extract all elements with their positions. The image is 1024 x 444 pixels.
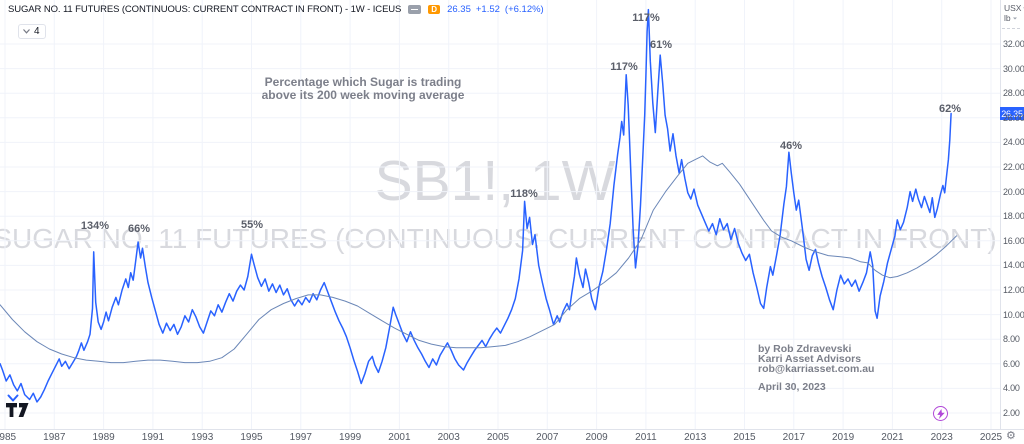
x-axis-label: 1989: [92, 432, 115, 443]
price-chart-svg[interactable]: [0, 0, 1000, 429]
x-axis-label: 2005: [486, 432, 510, 443]
gear-icon[interactable]: ⚙: [1006, 430, 1016, 442]
x-axis-label: 2011: [635, 432, 657, 443]
chart-note-line1: Percentage which Sugar is trading: [264, 75, 462, 89]
delayed-data-badge: D: [428, 5, 441, 14]
chart-note: Percentage which Sugar is trading above …: [262, 76, 465, 102]
annotation-label: 55%: [240, 219, 264, 231]
x-axis-label: 2015: [733, 432, 756, 443]
y-axis-label: 26.00: [1003, 112, 1024, 123]
y-axis-label: 18.00: [1003, 211, 1024, 222]
moving-average-series: [0, 155, 957, 364]
y-axis-label: 12.00: [1003, 285, 1024, 295]
x-axis-label: 2021: [881, 432, 904, 443]
attribution-line: rob@karriasset.com.au: [758, 363, 875, 375]
attribution-lines: by Rob Zdravevski Karri Asset Advisors rob…: [758, 343, 875, 375]
chart-pane[interactable]: SB1!, 1W SUGAR NO. 11 FUTURES (CONTINUOU…: [0, 0, 1000, 429]
y-axis-label: 30.00: [1003, 63, 1024, 74]
x-axis-label: 2009: [585, 432, 608, 443]
last-price: 26.35: [447, 4, 471, 15]
x-axis-label: 1985: [0, 432, 17, 443]
y-axis-label: 22.00: [1003, 162, 1024, 172]
tradingview-logo-icon: [6, 403, 29, 417]
last-price-badge: 26.35: [1000, 107, 1024, 120]
chart-note-line2: above its 200 week moving average: [261, 88, 465, 102]
y-axis-label: 24.00: [1003, 137, 1024, 148]
x-axis-label: 1993: [191, 432, 214, 443]
unit-separator: [1002, 28, 1020, 29]
annotation-label: 61%: [649, 39, 673, 51]
annotation-label: 117%: [610, 61, 638, 73]
flash-publish-button[interactable]: [933, 406, 948, 421]
symbol-title[interactable]: SUGAR NO. 11 FUTURES (CONTINUOUS: CURREN…: [8, 4, 402, 15]
chart-legend: SUGAR NO. 11 FUTURES (CONTINUOUS: CURREN…: [8, 4, 544, 15]
y-axis-label: 32.00: [1003, 39, 1024, 49]
annotation-label: 134%: [80, 220, 110, 232]
price-change: +1.52: [475, 4, 500, 15]
annotation-label: 118%: [510, 188, 538, 200]
x-axis-label: 1991: [141, 432, 165, 443]
attribution-line: by Rob Zdravevski: [758, 343, 852, 355]
y-axis-label: 6.00: [1003, 358, 1020, 369]
y-axis-label: 16.00: [1003, 235, 1024, 246]
y-axis-label: 14.00: [1003, 260, 1024, 271]
x-axis-label: 1995: [240, 432, 263, 443]
x-axis-label: 1997: [289, 432, 312, 443]
lightning-icon: [936, 408, 945, 419]
price-values: 26.35 +1.52 (+6.12%): [447, 4, 544, 15]
x-axis-label: 2025: [979, 432, 1003, 443]
annotation-label: 46%: [779, 140, 803, 152]
y-axis-label: 10.00: [1003, 309, 1024, 320]
x-axis-label: 2017: [782, 432, 805, 443]
x-axis-label: 2023: [930, 432, 953, 443]
symbol-watermark: SB1!, 1W: [374, 149, 616, 213]
time-axis[interactable]: 1985 1987 1989 1991 1993 1995 1997 1999 2001 2003…: [0, 429, 1024, 444]
y-axis-label: 2.00: [1003, 408, 1020, 418]
indicators-collapse-button[interactable]: 4: [18, 24, 46, 39]
chevron-down-icon: [7, 394, 19, 402]
axis-separator-line: [1000, 0, 1001, 444]
x-axis-label: 2003: [437, 432, 460, 443]
x-axis-label: 2019: [831, 432, 855, 443]
x-axis-label: 2013: [684, 432, 707, 443]
y-axis-label: 28.00: [1003, 88, 1024, 99]
y-axis-label: 8.00: [1003, 334, 1020, 345]
price-change-percent: (+6.12%): [504, 4, 544, 15]
attribution-block: by Rob Zdravevski Karri Asset Advisors rob…: [758, 343, 875, 393]
price-unit-measure[interactable]: lb: [1004, 13, 1017, 23]
x-axis-label: 1987: [43, 432, 66, 443]
scroll-chevron-button[interactable]: [7, 390, 19, 408]
annotation-label: 117%: [632, 12, 660, 24]
hide-indicator-icon[interactable]: [408, 5, 422, 14]
price-unit-currency[interactable]: USX: [1004, 3, 1024, 13]
attribution-line: Karri Asset Advisors: [758, 353, 862, 365]
chevron-down-icon: [23, 29, 30, 34]
x-axis-label: 1999: [338, 432, 362, 443]
annotation-label: 66%: [127, 223, 151, 235]
tradingview-logo[interactable]: [5, 403, 30, 423]
y-axis-label: 4.00: [1003, 383, 1020, 394]
indicators-count: 4: [34, 26, 40, 37]
price-axis[interactable]: USX lb 26.35 32.00 30.00 28.00 26.00 24.00 22…: [1000, 0, 1024, 429]
annotation-label: 62%: [938, 103, 962, 115]
x-axis-label: 2001: [388, 432, 411, 443]
attribution-date: April 30, 2023: [758, 381, 826, 393]
price-line-series: [0, 8, 952, 403]
y-axis-label: 20.00: [1003, 186, 1024, 197]
x-axis-label: 2007: [536, 432, 559, 443]
